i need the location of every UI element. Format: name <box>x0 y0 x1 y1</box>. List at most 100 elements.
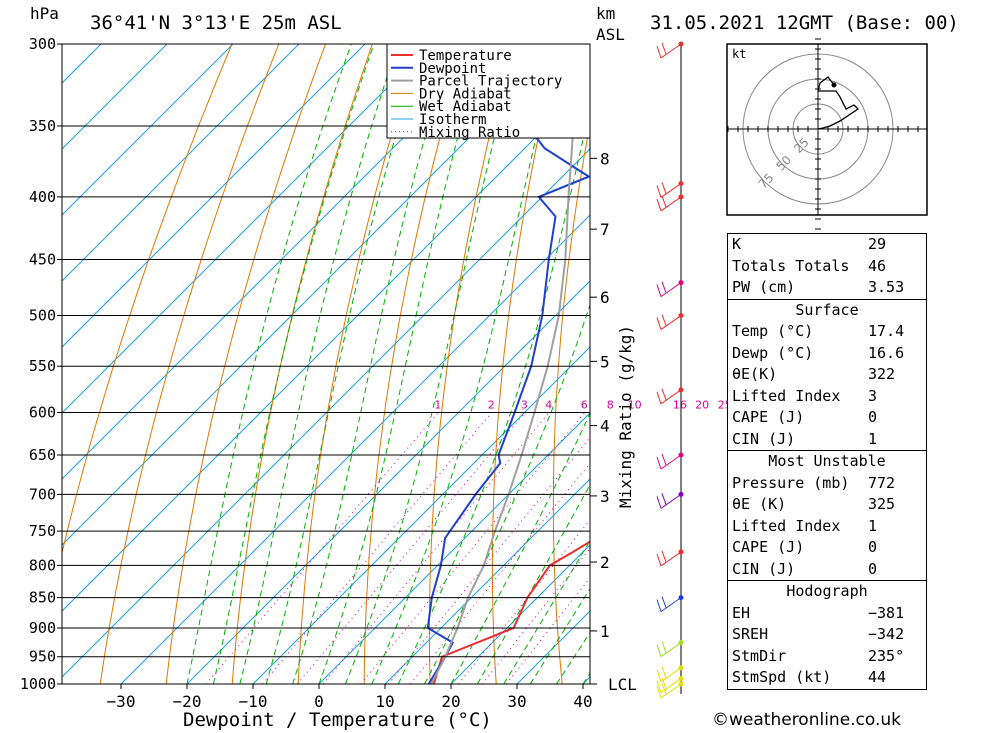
table-row: Lifted Index 1 <box>728 516 926 538</box>
row-value: 17.4 <box>868 322 905 340</box>
row-label: Temp (°C) <box>732 322 814 340</box>
mixing-ratio-label: 10 <box>628 399 642 412</box>
isotherm-line <box>450 544 590 684</box>
row-label: Lifted Index <box>732 386 841 405</box>
wind-barb-flag <box>656 669 662 682</box>
height-unit-sub-label: ASL <box>596 25 625 44</box>
x-tick-label: −30 <box>107 692 136 711</box>
wind-barb-staff <box>660 454 682 470</box>
mixing-ratio-label: 1 <box>434 399 441 412</box>
height-tick-label: 5 <box>600 352 610 371</box>
most-unstable-table: Most Unstable Pressure (mb) 772 θE (K) 325 Li… <box>727 451 927 581</box>
table-row: θE(K) 322 <box>728 364 926 386</box>
pressure-tick-label: 850 <box>29 589 56 607</box>
mixing-ratio-label: 3 <box>521 399 528 412</box>
hodograph-table: Hodograph EH −381 SREH −342 StmDir 235° StmSpd … <box>727 581 927 690</box>
row-value: 1 <box>868 516 878 535</box>
dry-adiabat-line <box>231 44 373 684</box>
hodograph-trace <box>817 76 860 130</box>
x-tick-label: 30 <box>507 692 526 711</box>
row-value: 44 <box>868 668 887 686</box>
table-row: Pressure (mb) 772 <box>728 473 926 495</box>
isotherm-line <box>384 478 590 684</box>
table-row: SREH −342 <box>728 624 926 646</box>
height-tick-label: 4 <box>600 417 610 436</box>
mixing-ratio-label: 20 <box>695 399 709 412</box>
wet-adiabat-line <box>265 44 425 684</box>
row-label: CAPE (J) <box>732 408 805 426</box>
height-tick-label: 3 <box>600 487 610 506</box>
dry-adiabat-line <box>99 44 280 684</box>
pressure-tick-label: 650 <box>29 446 56 464</box>
mixing-ratio-axis-label: Mixing Ratio (g/kg) <box>616 325 635 508</box>
wind-barb-flag <box>661 42 667 55</box>
table-row: Dewp (°C) 16.6 <box>728 343 926 365</box>
row-value: 235° <box>868 646 905 665</box>
row-value: 46 <box>868 256 887 275</box>
pressure-tick-label: 300 <box>29 35 56 53</box>
legend-box <box>386 43 591 139</box>
legend-entry: Isotherm <box>419 112 486 128</box>
height-tick-label: 2 <box>600 553 610 572</box>
wind-barb-flag <box>656 185 662 198</box>
row-value: 772 <box>868 473 896 492</box>
isotherm-line <box>318 412 590 684</box>
mixing-ratio-line <box>262 412 493 684</box>
wind-barb-flag <box>661 388 667 401</box>
isotherm-line <box>252 346 590 684</box>
height-tick-label: 7 <box>600 220 610 239</box>
row-value: 16.6 <box>868 343 905 362</box>
mixing-ratio-label: 8 <box>607 399 614 412</box>
pressure-tick-label: 450 <box>29 251 56 269</box>
surface-table: Surface Temp (°C) 17.4 Dewp (°C) 16.6 θE(K) 32… <box>727 299 927 451</box>
wind-barb-flag <box>661 666 667 678</box>
row-label: StmDir <box>732 646 787 665</box>
wet-adiabat-line <box>318 44 484 684</box>
x-tick-label: 40 <box>573 692 592 711</box>
isotherm-line <box>62 82 590 612</box>
pressure-unit-label: hPa <box>30 4 59 23</box>
wind-barb-staff <box>660 43 682 59</box>
wind-barb-staff <box>660 196 682 212</box>
wind-barb-staff <box>660 597 682 613</box>
row-label: Lifted Index <box>732 516 841 535</box>
wind-barb-flag <box>661 641 667 653</box>
dry-adiabat-line <box>932 44 1000 684</box>
x-axis-label: Dewpoint / Temperature (°C) <box>183 709 492 731</box>
wind-barb-flag <box>656 496 662 509</box>
pressure-tick-label: 1000 <box>20 675 56 693</box>
row-value: −342 <box>868 625 905 643</box>
row-label: StmSpd (kt) <box>732 668 832 686</box>
row-value: 0 <box>868 408 878 426</box>
row-value: 322 <box>868 365 896 383</box>
x-tick-label: −10 <box>239 692 268 711</box>
table-row: Lifted Index 3 <box>728 386 926 408</box>
table-row: EH −381 <box>728 603 926 625</box>
wind-barb-flag <box>661 195 667 208</box>
table-row: PW (cm) 3.53 <box>728 277 926 299</box>
dry-adiabat-line <box>165 44 326 684</box>
table-row: θE (K) 325 <box>728 494 926 516</box>
wind-barb-flag <box>656 685 662 699</box>
row-value: 1 <box>868 429 878 448</box>
wind-barb-staff <box>660 683 682 699</box>
table-title: Most Unstable <box>768 452 886 470</box>
wind-barb-flag <box>661 281 667 293</box>
wind-barb-flag <box>656 45 662 59</box>
mixing-ratio-label: 2 <box>488 399 495 412</box>
datetime-title: 31.05.2021 12GMT (Base: 00) <box>650 12 959 34</box>
row-value: 0 <box>868 559 878 578</box>
location-title: 36°41'N 3°13'E 25m ASL <box>90 12 342 34</box>
wind-barb-flag <box>661 182 667 194</box>
wind-barb-flag <box>656 553 662 567</box>
mixing-ratio-line <box>296 412 526 684</box>
wind-barb-flag <box>656 456 662 470</box>
wind-barb-staff <box>660 493 682 509</box>
isotherm-line <box>62 44 366 348</box>
stats-panels: K 29 Totals Totals 46 PW (cm) 3.53 Surface Tem… <box>727 233 927 690</box>
pressure-tick-label: 950 <box>29 648 56 666</box>
wind-barb-staff <box>660 315 682 330</box>
wind-barb-flag <box>661 596 667 608</box>
temperature-line <box>432 540 590 684</box>
